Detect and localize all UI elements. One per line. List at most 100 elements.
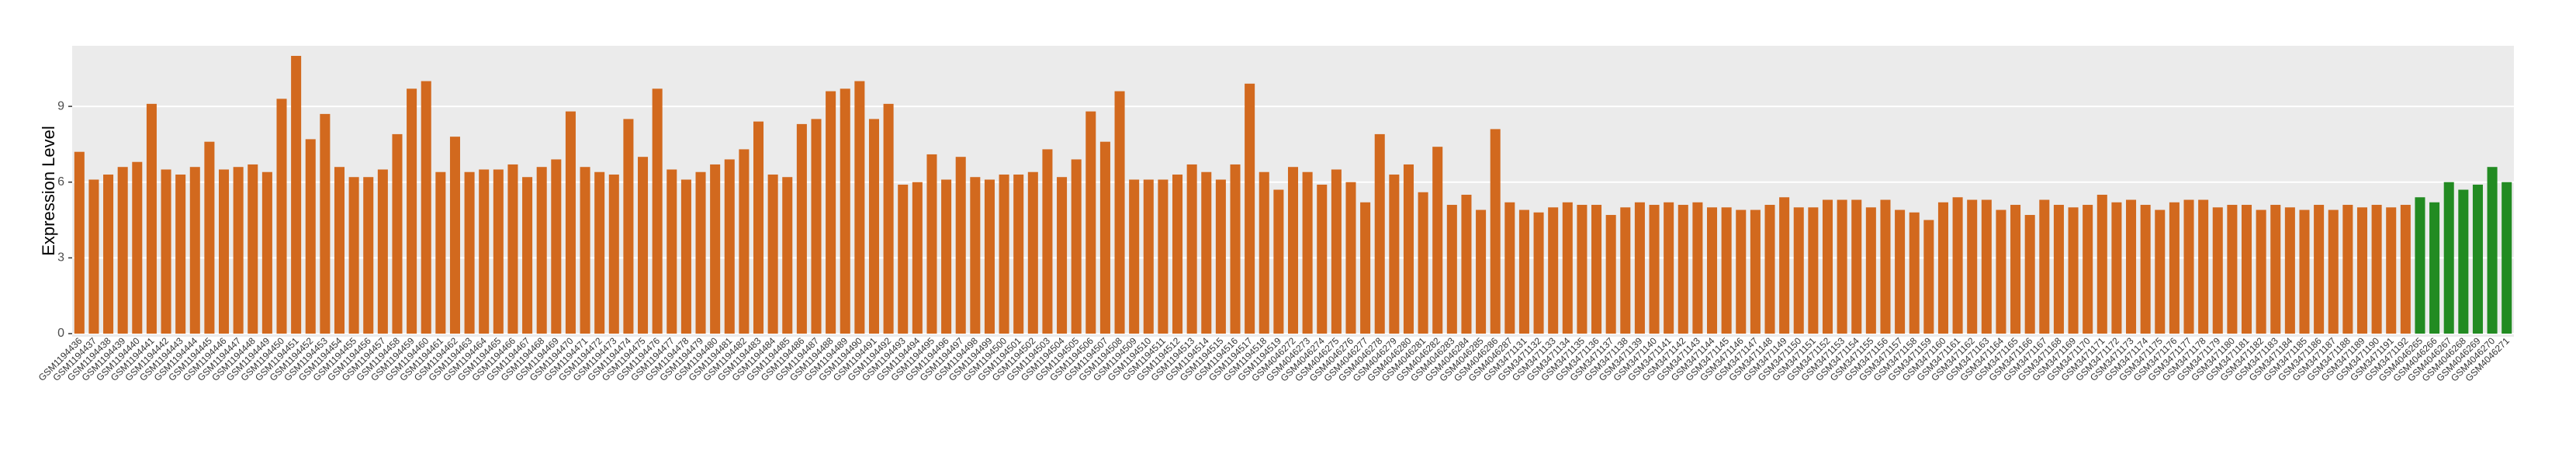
bar (2183, 199, 2194, 334)
bar (782, 177, 793, 334)
bar (1562, 202, 1573, 334)
bar (1114, 91, 1125, 334)
bar (2212, 207, 2223, 334)
bar (1518, 209, 1529, 334)
bar (1490, 129, 1501, 334)
y-tick-label: 0 (57, 327, 64, 340)
bar (1317, 184, 1328, 334)
bar (276, 99, 287, 334)
bar (1880, 199, 1891, 334)
bar (2502, 182, 2512, 334)
bar (1851, 199, 1862, 334)
bar (1403, 164, 1414, 334)
bar (1649, 205, 1660, 334)
bar (219, 169, 230, 334)
bar (233, 167, 244, 334)
bar (1678, 205, 1688, 334)
bar (363, 177, 374, 334)
bar (667, 169, 677, 334)
bar (2111, 202, 2122, 334)
bar (1721, 207, 1732, 334)
bar (1837, 199, 1847, 334)
bar (594, 171, 605, 334)
bar (1071, 159, 1082, 334)
bar (796, 123, 807, 334)
bar (248, 164, 258, 334)
bar (392, 133, 403, 334)
bar (652, 88, 663, 334)
bar (1895, 209, 1906, 334)
bar (739, 149, 750, 334)
bar (623, 119, 634, 334)
bar (2155, 209, 2166, 334)
bar (132, 161, 143, 334)
bar (999, 174, 1009, 334)
bar (1937, 202, 1948, 334)
y-tick-label: 3 (57, 251, 64, 265)
bar (608, 174, 619, 334)
bar (811, 119, 822, 334)
bar (1533, 212, 1544, 334)
bar (1158, 179, 1169, 334)
bar (1302, 171, 1313, 334)
bar (955, 157, 966, 334)
bar (204, 141, 215, 334)
bar (1822, 199, 1833, 334)
bar (710, 164, 721, 334)
y-tick-label: 6 (57, 175, 64, 189)
bar (1215, 179, 1226, 334)
bar (449, 137, 460, 334)
bar (1143, 179, 1154, 334)
bar (1129, 179, 1140, 334)
bar (2356, 207, 2367, 334)
bar (305, 139, 316, 334)
bar (146, 103, 157, 334)
bar (1099, 141, 1110, 334)
bar (1432, 147, 1443, 334)
bar (435, 171, 446, 334)
y-axis-label: Expression Level (39, 126, 58, 256)
bar (826, 91, 836, 334)
bar (2227, 205, 2238, 334)
bar (464, 171, 475, 334)
bar (1909, 212, 1920, 334)
bar (1273, 189, 1284, 334)
bar (1172, 174, 1183, 334)
bar (2010, 205, 2021, 334)
bar (1779, 197, 1790, 334)
bar (1418, 192, 1428, 334)
bar (1331, 169, 1342, 334)
bar (898, 184, 909, 334)
bar (724, 159, 735, 334)
bar (2487, 167, 2498, 334)
bar (883, 103, 894, 334)
bar (565, 111, 576, 334)
bar (1620, 207, 1631, 334)
bar (1591, 205, 1602, 334)
bar (1446, 205, 1457, 334)
bar (1981, 199, 1992, 334)
bar (189, 167, 200, 334)
bar (2068, 207, 2079, 334)
bar (1245, 83, 1255, 334)
bar (261, 171, 272, 334)
bar (2443, 182, 2454, 334)
bar (2458, 189, 2469, 334)
bar (1345, 182, 1356, 334)
bar (2024, 215, 2035, 334)
bar (74, 151, 85, 334)
bar (1027, 171, 1038, 334)
bar (479, 169, 490, 334)
bar (1287, 167, 1299, 334)
bar (840, 88, 850, 334)
bar (1692, 202, 1703, 334)
bar (377, 169, 388, 334)
bar (291, 56, 302, 334)
bar (348, 177, 359, 334)
bar (1865, 207, 1876, 334)
bar (1764, 205, 1775, 334)
bar (1186, 164, 1197, 334)
bar (580, 167, 590, 334)
bar (320, 113, 331, 334)
